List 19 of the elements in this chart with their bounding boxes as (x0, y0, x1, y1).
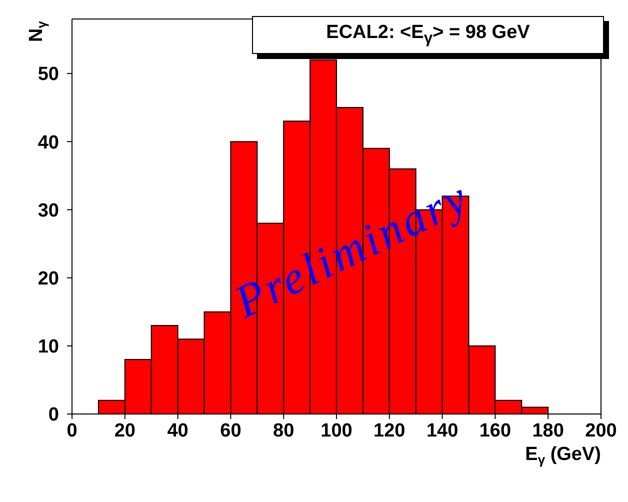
x-axis-title: E$_{γ}$ (GeV) (525, 444, 601, 467)
x-tick-label: 20 (114, 420, 136, 442)
x-tick-label: 120 (374, 420, 406, 442)
y-tick-label: 50 (38, 64, 59, 86)
y-tick-label: 20 (38, 268, 59, 290)
x-tick-label: 180 (532, 420, 564, 442)
x-tick-label: 100 (320, 420, 352, 442)
y-tick-label: 0 (48, 404, 59, 426)
x-tick-label: 200 (585, 420, 617, 442)
chart-title: ECAL2: <E$_{γ}$> = 98 GeV (326, 22, 530, 48)
y-tick-label: 10 (38, 336, 59, 358)
y-tick-label: 40 (38, 132, 59, 154)
x-tick-label: 140 (426, 420, 458, 442)
x-tick-label: 60 (220, 420, 242, 442)
x-tick-label: 160 (479, 420, 512, 442)
x-tick-label: 80 (273, 420, 294, 442)
x-tick-label: 40 (167, 420, 188, 442)
y-tick-label: 30 (38, 200, 59, 222)
x-tick-label: 0 (66, 420, 78, 442)
